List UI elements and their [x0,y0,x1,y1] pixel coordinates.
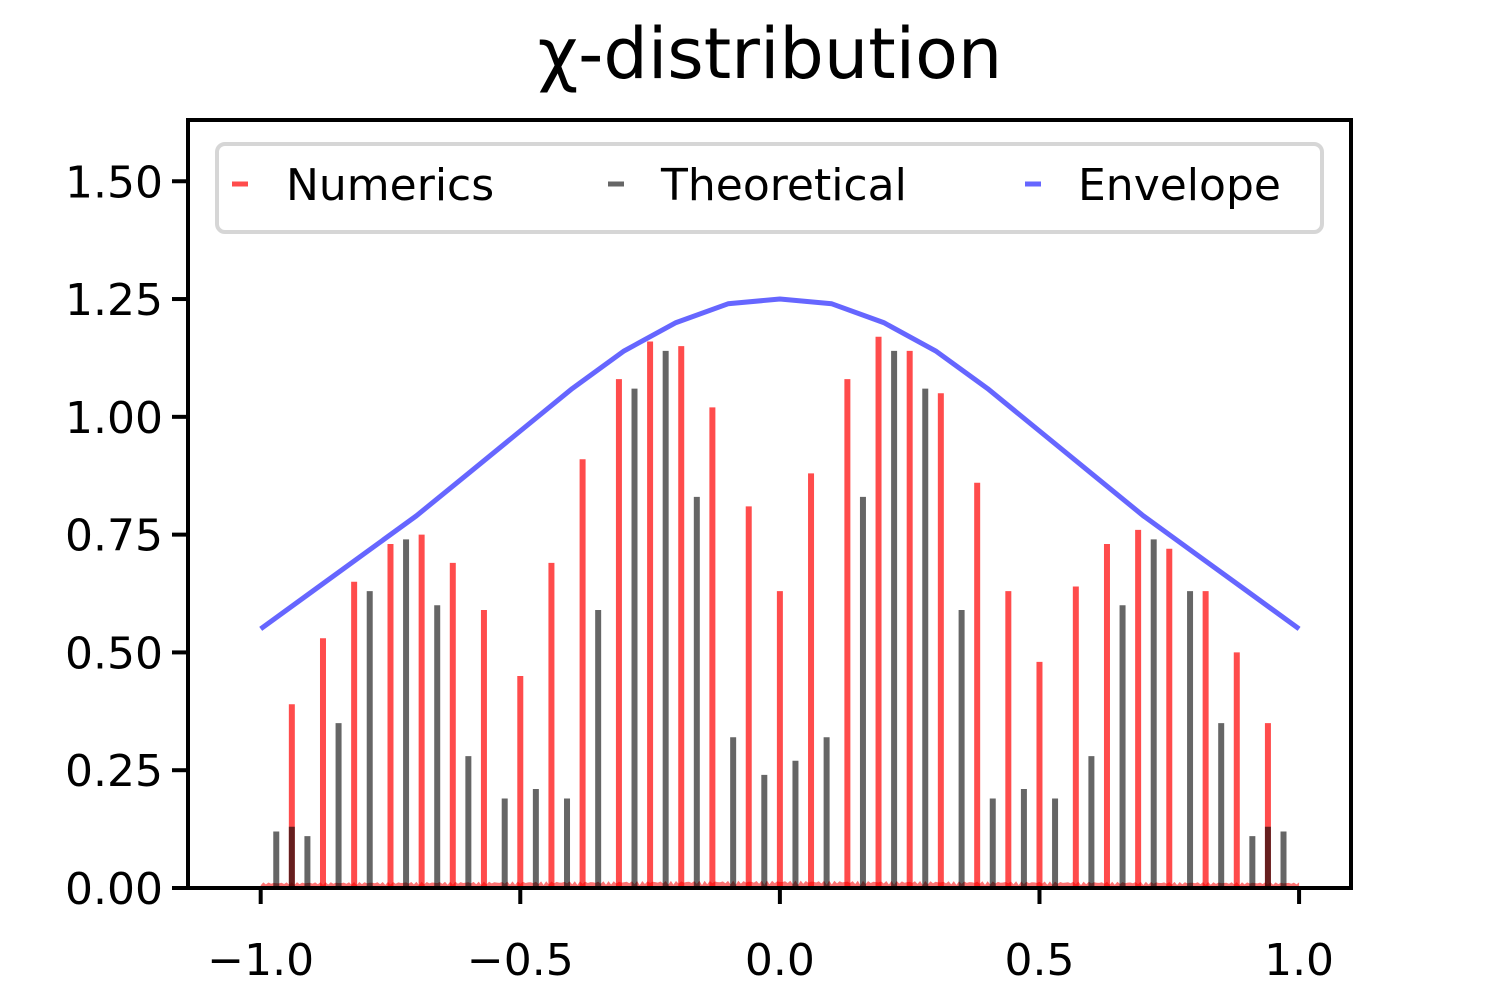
x-tick-label: 1.0 [1264,935,1334,986]
plot-area [259,296,1301,888]
chart-title: χ-distribution [538,13,1003,95]
legend-box [215,142,1324,234]
x-tick-label: −0.5 [467,935,574,986]
x-tick-label: −1.0 [207,935,314,986]
legend: Numerics Theoretical Envelope [215,142,1324,234]
y-tick-label: 1.25 [65,275,163,326]
x-tick-label: 0.5 [1004,935,1074,986]
y-tick-label: 0.75 [65,511,163,562]
legend-label: Numerics [286,160,494,211]
axes-frame [186,118,1353,890]
y-tick-label: 0.25 [65,746,163,797]
x-tick-label: 0.0 [745,935,815,986]
legend-label: Theoretical [660,160,907,211]
envelope-line [259,296,1301,631]
axes: −1.0 −0.5 0.0 0.5 1.0 0.00 0.25 0.50 0.75 1.00 1.2… [65,118,1353,986]
y-tick-label: 1.50 [65,157,163,208]
legend-label: Envelope [1078,160,1281,211]
y-tick-label: 0.50 [65,628,163,679]
y-tick-label: 0.00 [65,864,163,915]
y-tick-label: 1.00 [65,393,163,444]
